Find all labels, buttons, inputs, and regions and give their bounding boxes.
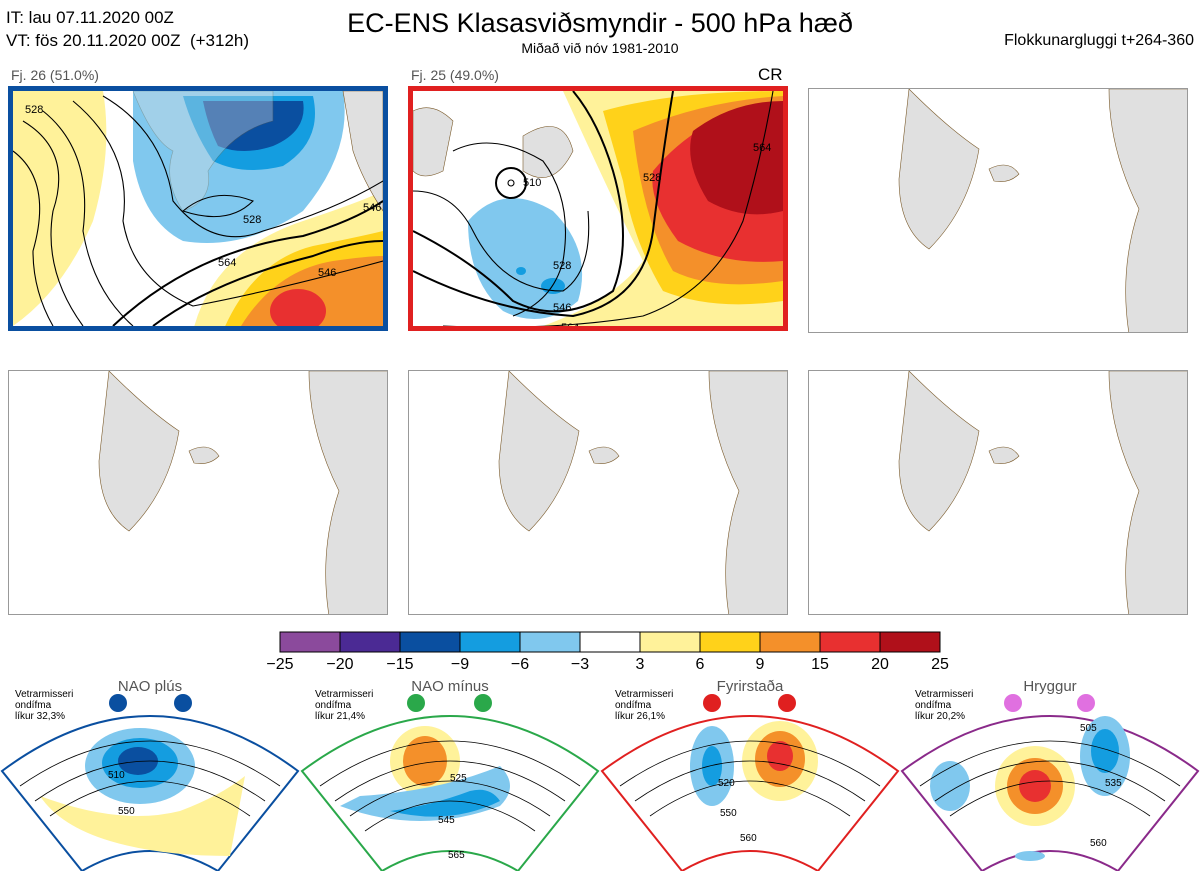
colorbar-tick-label: −9 bbox=[450, 656, 470, 673]
contour-label: 510 bbox=[523, 177, 541, 189]
empty-map-panel bbox=[808, 88, 1188, 333]
colorbar-tick-label: −3 bbox=[570, 656, 590, 673]
regime-name: NAO mínus bbox=[411, 678, 489, 695]
regime-info: Vetrarmisseri ondífma líkur 32,3% bbox=[15, 689, 74, 722]
colorbar-tick-label: 6 bbox=[695, 656, 705, 673]
contour-label: 550 bbox=[720, 808, 737, 819]
regime-nao-minus: Vetrarmisseri ondífma líkur 21,4% NAO mí… bbox=[300, 626, 600, 871]
contour-label: 525 bbox=[450, 773, 467, 784]
contour-label: 546 bbox=[363, 202, 381, 214]
contour-label: 528 bbox=[25, 104, 43, 116]
empty-map-panel bbox=[8, 370, 388, 615]
colorbar-tick-label: −20 bbox=[326, 656, 354, 673]
contour-label: 520 bbox=[718, 778, 735, 789]
colorbar-tick-label: −6 bbox=[510, 656, 530, 673]
contour-label: 564 bbox=[218, 257, 236, 269]
contour-label: 528 bbox=[643, 172, 661, 184]
colorbar-tick-label: 20 bbox=[871, 656, 889, 673]
colorbar-tick-label: 15 bbox=[811, 656, 829, 673]
regime-marker bbox=[474, 694, 492, 712]
page-title: EC-ENS Klasasviðsmyndir - 500 hPa hæð bbox=[347, 8, 853, 38]
regime-map: 510 550 bbox=[0, 694, 300, 871]
regime-ridge: Vetrarmisseri ondífma líkur 20,2% Hryggu… bbox=[900, 626, 1200, 871]
init-time: IT: lau 07.11.2020 00Z bbox=[6, 8, 174, 27]
contour-label: 550 bbox=[118, 806, 135, 817]
regime-map: 505 535 560 bbox=[900, 694, 1200, 871]
contour-label: 528 bbox=[243, 214, 261, 226]
empty-map-panel bbox=[808, 370, 1188, 615]
contour-label: 535 bbox=[1105, 778, 1122, 789]
cluster-window: Flokkunargluggi t+264-360 bbox=[1004, 32, 1194, 49]
regime-marker bbox=[174, 694, 192, 712]
regime-marker bbox=[703, 694, 721, 712]
climate-regime-badge: CR bbox=[758, 65, 783, 84]
contour-label: 528 bbox=[553, 260, 571, 272]
cluster-1-title: Fj. 26 (51.0%) bbox=[11, 67, 99, 83]
colorbar-swatch bbox=[879, 631, 941, 653]
regime-name: Hryggur bbox=[1023, 678, 1077, 695]
contour-label: 505 bbox=[1080, 723, 1097, 734]
contour-label: 545 bbox=[438, 815, 455, 826]
cluster-1-map: 528 564 546 528 546 bbox=[8, 86, 388, 331]
regime-info: Vetrarmisseri ondífma líkur 21,4% bbox=[315, 689, 374, 722]
regime-marker bbox=[407, 694, 425, 712]
contour-label: 564 bbox=[753, 142, 771, 154]
contour-label: 560 bbox=[1090, 838, 1107, 849]
empty-map-panel bbox=[408, 370, 788, 615]
regime-marker bbox=[1004, 694, 1022, 712]
cluster-2-title: Fj. 25 (49.0%) bbox=[411, 67, 499, 83]
regime-name: Fyrirstaða bbox=[716, 678, 784, 695]
regime-marker bbox=[109, 694, 127, 712]
regime-name: NAO plús bbox=[117, 678, 183, 695]
regime-info: Vetrarmisseri ondífma líkur 20,2% bbox=[915, 689, 974, 722]
header-info: IT: lau 07.11.2020 00Z VT: fös 20.11.2020… bbox=[6, 6, 249, 52]
colorbar-tick-label: 25 bbox=[931, 656, 949, 673]
regime-map: 520 550 560 bbox=[600, 694, 900, 871]
contour-label: 510 bbox=[108, 770, 125, 781]
regime-map: 525 545 565 bbox=[300, 694, 600, 871]
contour-label: 565 bbox=[448, 850, 465, 861]
regime-marker bbox=[778, 694, 796, 712]
valid-time: VT: fös 20.11.2020 00Z (+312h) bbox=[6, 31, 250, 50]
page-subtitle: Miðað við nóv 1981-2010 bbox=[521, 40, 679, 56]
regime-marker bbox=[1077, 694, 1095, 712]
contour-label: 546 bbox=[318, 267, 336, 279]
contour-label: 560 bbox=[740, 833, 757, 844]
cluster-2-map: 510 528 546 564 528 564 bbox=[408, 86, 788, 331]
colorbar-tick-label: −15 bbox=[386, 656, 414, 673]
colorbar bbox=[279, 631, 941, 653]
contour-label: 546 bbox=[553, 302, 571, 314]
contour-label: 564 bbox=[561, 322, 579, 326]
colorbar-tick-label: −25 bbox=[266, 656, 294, 673]
colorbar-tick-label: 9 bbox=[755, 656, 765, 673]
regime-nao-plus: Vetrarmisseri ondífma líkur 32,3% NAO pl… bbox=[0, 626, 300, 871]
regime-info: Vetrarmisseri ondífma líkur 26,1% bbox=[615, 689, 674, 722]
regime-blocking: Vetrarmisseri ondífma líkur 26,1% Fyrirs… bbox=[600, 626, 900, 871]
colorbar-tick-label: 3 bbox=[635, 656, 645, 673]
